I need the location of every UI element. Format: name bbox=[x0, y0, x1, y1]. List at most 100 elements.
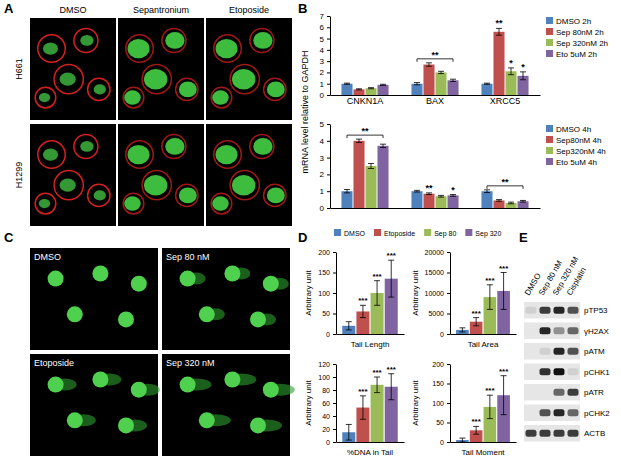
y-tick-mark bbox=[447, 293, 450, 294]
y-tick: 3 bbox=[320, 57, 330, 66]
annotation: ** bbox=[431, 50, 439, 60]
y-tick-label: 100 bbox=[318, 290, 330, 297]
bar bbox=[481, 84, 492, 95]
blot-background bbox=[524, 384, 580, 401]
blot-band bbox=[554, 307, 565, 314]
y-tick-mark bbox=[333, 442, 336, 443]
y-tick: 150 bbox=[318, 269, 336, 276]
error-bar bbox=[520, 200, 526, 202]
row-label: H1299 bbox=[14, 162, 24, 189]
column-label: Cisplatin bbox=[565, 266, 588, 297]
y-tick-mark bbox=[333, 403, 336, 404]
blot-band bbox=[554, 430, 565, 437]
error-cap bbox=[473, 434, 479, 435]
error-cap bbox=[414, 82, 420, 83]
comet-head bbox=[131, 276, 147, 292]
blot-row: ACTB bbox=[524, 425, 605, 442]
bar bbox=[505, 71, 516, 95]
y-tick: 0 bbox=[326, 331, 336, 338]
y-tick-label: 10000 bbox=[425, 290, 445, 297]
error-stem bbox=[462, 328, 463, 332]
error-cap bbox=[459, 327, 465, 328]
y-tick-label: 1 bbox=[320, 80, 325, 89]
error-bar bbox=[450, 79, 456, 81]
row-label: ACTB bbox=[584, 429, 605, 438]
legend-swatch bbox=[465, 229, 472, 236]
legend-label: DMSO 2h bbox=[556, 17, 591, 26]
error-bar bbox=[438, 195, 444, 197]
y-tick-mark bbox=[327, 72, 330, 73]
error-cap bbox=[380, 144, 386, 145]
y-tick-label: 150 bbox=[432, 380, 444, 387]
y-tick: 0 bbox=[326, 439, 336, 446]
bar bbox=[353, 141, 364, 208]
cell-nucleus bbox=[232, 69, 255, 89]
annotation: *** bbox=[485, 386, 495, 395]
error-bar bbox=[346, 322, 352, 330]
image-background bbox=[118, 124, 204, 226]
comet-head bbox=[92, 372, 108, 388]
cell-nucleus bbox=[165, 138, 184, 155]
legend-swatch bbox=[546, 50, 553, 57]
error-bar bbox=[450, 195, 456, 197]
y-tick-label: 0 bbox=[440, 439, 444, 446]
error-bar bbox=[388, 374, 394, 400]
blot-band bbox=[568, 307, 579, 314]
error-stem bbox=[428, 63, 429, 66]
y-tick-label: 200 bbox=[432, 361, 444, 368]
y-tick-label: 0 bbox=[326, 331, 330, 338]
error-bar bbox=[360, 396, 366, 419]
comet-head bbox=[263, 276, 279, 292]
y-tick: 50 bbox=[436, 419, 450, 426]
error-cap bbox=[484, 84, 490, 85]
annotation: * bbox=[451, 185, 455, 195]
error-bar bbox=[344, 83, 350, 84]
error-bar bbox=[426, 63, 432, 66]
error-stem bbox=[362, 396, 363, 419]
error-cap bbox=[356, 142, 362, 143]
cell-membrane bbox=[264, 78, 286, 100]
error-bar bbox=[520, 72, 526, 80]
error-bar bbox=[380, 84, 386, 85]
error-bar bbox=[368, 163, 374, 168]
error-cap bbox=[374, 305, 380, 306]
image-label: Sep 320 nM bbox=[166, 358, 215, 368]
error-cap bbox=[414, 190, 420, 191]
y-tick: 100 bbox=[318, 290, 336, 297]
x-axis: CNKN1ABAXXRCC5 bbox=[331, 95, 541, 106]
image-background bbox=[30, 354, 158, 456]
annotation: ** bbox=[425, 183, 433, 193]
annotation: *** bbox=[485, 276, 495, 285]
bar bbox=[481, 191, 492, 208]
bar-chart: 050100150200Tail Length********* bbox=[318, 249, 404, 349]
bar bbox=[371, 385, 384, 442]
cell-nucleus bbox=[127, 145, 149, 164]
legend-label: Sep320nM 4h bbox=[556, 147, 606, 156]
panel-label: B bbox=[298, 1, 307, 16]
error-stem bbox=[348, 424, 349, 440]
error-stem bbox=[489, 285, 490, 310]
bar bbox=[341, 84, 352, 95]
cell-membrane bbox=[74, 134, 98, 158]
cell-membrane bbox=[214, 35, 242, 63]
error-cap bbox=[496, 35, 502, 36]
x-tick-label: XRCC5 bbox=[490, 96, 521, 106]
figure: ABCDEDMSOSepantroniumEtoposideH661H1299D… bbox=[0, 0, 621, 459]
cell-membrane bbox=[123, 193, 144, 214]
error-cap bbox=[356, 88, 362, 89]
comet-head bbox=[118, 311, 134, 327]
error-cap bbox=[508, 74, 514, 75]
blot-band bbox=[540, 307, 551, 314]
bar bbox=[435, 72, 446, 95]
legend-swatch bbox=[424, 229, 431, 236]
cell-nucleus bbox=[179, 188, 197, 204]
cell-nucleus bbox=[94, 84, 106, 94]
cell-nucleus bbox=[267, 188, 285, 204]
error-stem bbox=[383, 144, 384, 147]
error-stem bbox=[486, 190, 487, 193]
bar bbox=[423, 65, 434, 95]
annotation: *** bbox=[358, 387, 368, 396]
row-label: pCHK2 bbox=[584, 409, 610, 418]
cell-nucleus bbox=[43, 42, 58, 54]
y-tick: 200 bbox=[432, 361, 450, 368]
